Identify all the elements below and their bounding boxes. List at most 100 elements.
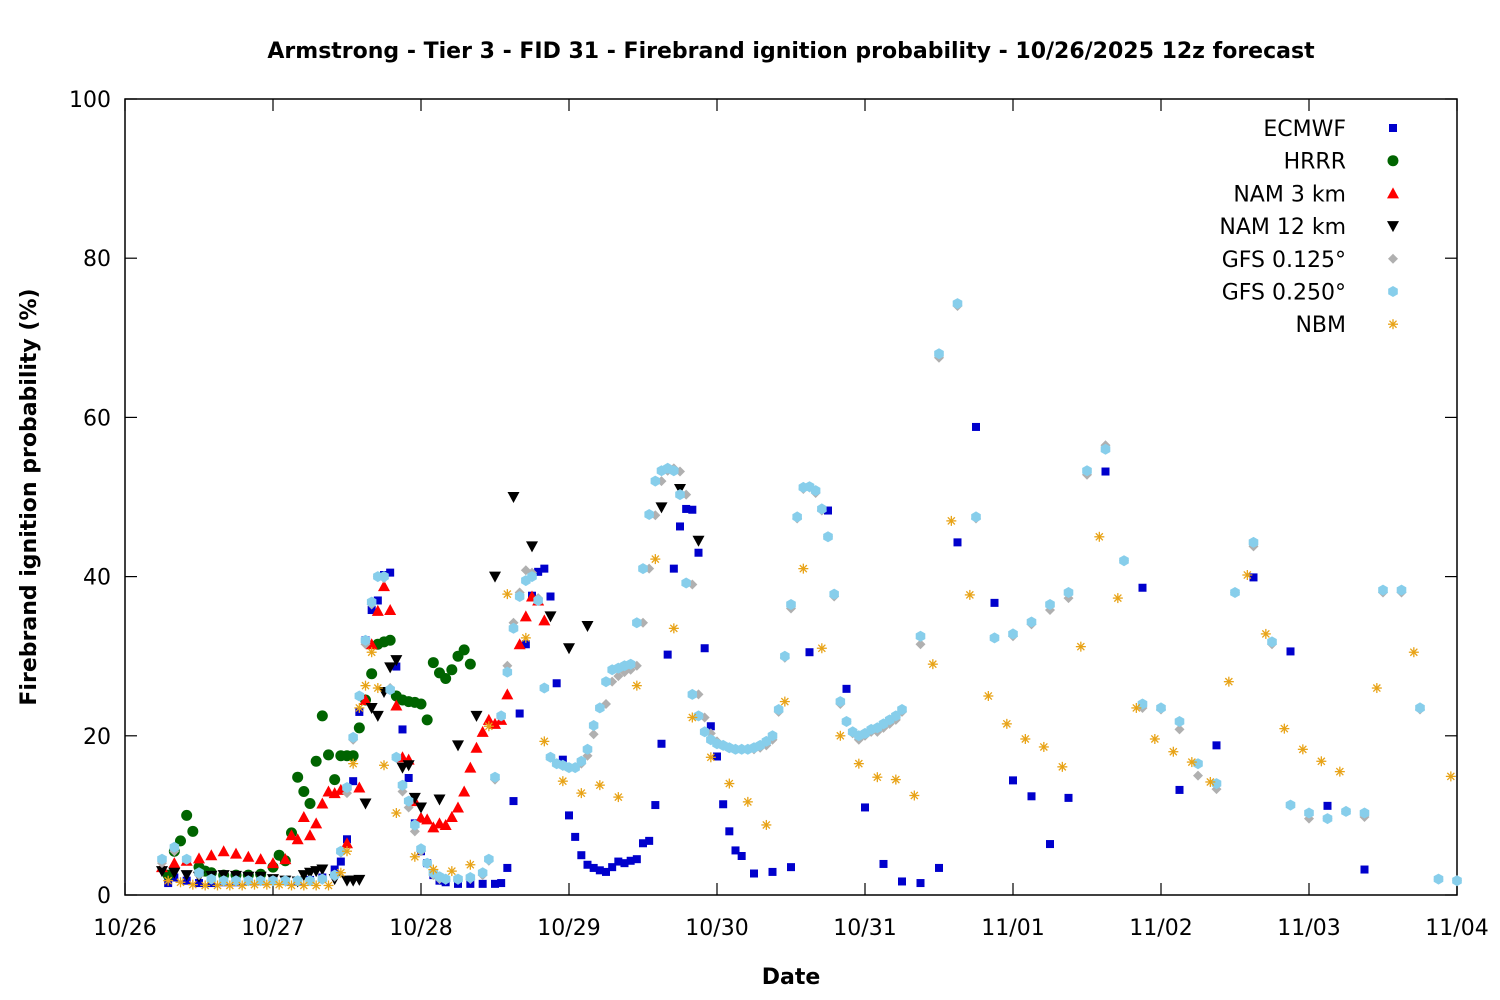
data-point	[497, 879, 506, 888]
data-point	[668, 623, 679, 634]
data-point	[458, 644, 470, 656]
series-hrrr	[162, 634, 476, 881]
data-point	[539, 682, 550, 694]
data-point	[805, 648, 814, 657]
data-point	[392, 662, 401, 671]
data-point	[842, 684, 851, 693]
legend-label: ECMWF	[1263, 117, 1346, 142]
data-point	[1322, 813, 1333, 825]
data-point	[724, 778, 735, 789]
x-tick-label: 10/28	[389, 916, 452, 941]
data-point	[655, 502, 668, 514]
data-point	[676, 522, 684, 531]
data-point	[385, 684, 395, 696]
data-point	[503, 863, 512, 872]
data-point	[588, 720, 599, 731]
data-point	[786, 599, 796, 610]
data-point	[872, 772, 883, 783]
data-point	[502, 666, 513, 678]
data-point	[175, 877, 186, 888]
data-point	[1001, 718, 1012, 729]
data-point	[1112, 593, 1123, 604]
data-point	[699, 726, 710, 738]
data-point	[953, 538, 962, 547]
data-point	[700, 644, 709, 653]
data-point	[305, 875, 315, 887]
data-point	[458, 785, 471, 797]
data-point	[280, 875, 291, 887]
data-point	[404, 773, 413, 782]
data-point	[317, 873, 328, 885]
data-point	[639, 839, 647, 848]
data-point	[507, 492, 520, 503]
data-point	[694, 548, 703, 557]
data-point	[1360, 865, 1369, 874]
x-tick-label: 11/02	[1129, 916, 1192, 941]
data-point	[267, 857, 279, 869]
data-point	[230, 847, 242, 859]
data-point	[354, 690, 365, 702]
data-point	[242, 850, 255, 862]
data-point	[626, 856, 635, 865]
data-point	[879, 859, 888, 868]
data-point	[453, 873, 463, 885]
data-point	[915, 630, 926, 642]
data-point	[761, 819, 772, 830]
data-point	[427, 821, 440, 833]
data-point	[767, 730, 778, 742]
chart-title: Armstrong - Tier 3 - FID 31 - Firebrand …	[267, 39, 1315, 64]
data-point	[354, 702, 365, 713]
data-point	[373, 596, 382, 605]
data-point	[1027, 792, 1036, 801]
data-point	[1279, 723, 1290, 734]
data-point	[359, 798, 372, 810]
data-point	[464, 658, 476, 670]
data-point	[1212, 741, 1221, 750]
data-point	[292, 771, 304, 783]
data-point	[445, 810, 458, 822]
legend-item: NAM 12 km	[1219, 215, 1399, 240]
data-point	[798, 563, 809, 574]
data-point	[1223, 676, 1234, 687]
data-point	[323, 880, 334, 891]
y-axis-label: Firebrand ignition probability (%)	[17, 288, 42, 705]
data-point	[409, 851, 420, 862]
data-point	[576, 788, 587, 799]
data-point	[285, 829, 298, 841]
data-point	[365, 702, 378, 714]
data-point	[687, 712, 698, 723]
series-ecmwf	[164, 422, 1369, 888]
x-tick-label: 10/30	[685, 916, 748, 941]
data-point	[1156, 702, 1166, 714]
data-point	[588, 729, 599, 740]
data-point	[1131, 702, 1142, 713]
data-point	[163, 875, 174, 886]
data-point	[688, 505, 697, 514]
x-tick-label: 10/31	[833, 916, 896, 941]
data-point	[168, 867, 181, 879]
legend-marker	[1389, 124, 1397, 132]
x-tick-label: 10/27	[241, 916, 304, 941]
data-point	[657, 739, 666, 748]
data-point	[384, 634, 396, 646]
data-point	[508, 622, 519, 634]
data-point	[470, 710, 483, 722]
data-point	[501, 688, 514, 700]
x-tick-label: 11/01	[981, 916, 1044, 941]
data-point	[316, 710, 328, 722]
data-point	[1323, 801, 1332, 810]
data-point	[224, 880, 235, 891]
data-point	[583, 860, 592, 869]
data-point	[835, 696, 846, 708]
data-point	[817, 503, 827, 515]
data-point	[964, 589, 975, 600]
data-point	[934, 348, 944, 360]
data-point	[268, 875, 278, 887]
data-point	[384, 662, 397, 674]
data-point	[342, 846, 352, 857]
data-point	[279, 853, 292, 865]
data-point	[446, 664, 458, 676]
data-point	[539, 736, 550, 747]
data-point	[1094, 531, 1105, 542]
data-point	[952, 298, 963, 310]
